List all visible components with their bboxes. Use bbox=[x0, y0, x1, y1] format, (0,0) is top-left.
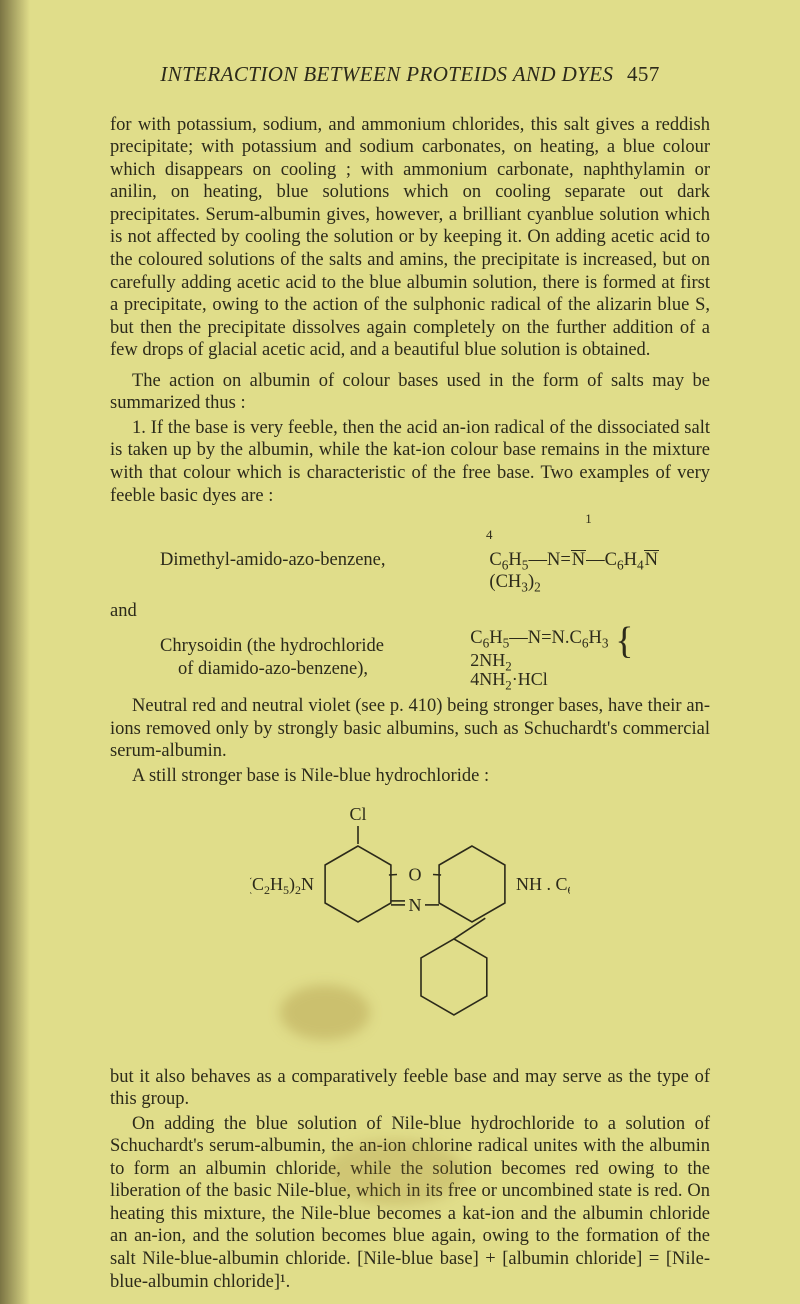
running-head-title: INTERACTION BETWEEN PROTEIDS AND DYES bbox=[160, 62, 613, 86]
page-number: 457 bbox=[627, 62, 660, 86]
svg-text:N: N bbox=[409, 894, 422, 914]
dimethyl-equation: Dimethyl-amido-azo-benzene, C6H5—N=N—C6H… bbox=[110, 549, 710, 594]
paragraph: On adding the blue solution of Nile-blue… bbox=[110, 1113, 710, 1294]
running-head: INTERACTION BETWEEN PROTEIDS AND DYES 45… bbox=[110, 62, 710, 88]
svg-text:(C2H5)2N: (C2H5)2N bbox=[250, 874, 314, 897]
nile-blue-structure: Cl (C2H5)2N ON NH . C6H6 bbox=[250, 796, 570, 1056]
chrysoidin-equation: Chrysoidin (the hydrochloride of diamido… bbox=[110, 627, 710, 690]
chrysoidin-label-1: Chrysoidin (the hydrochloride bbox=[160, 635, 470, 658]
paragraph: 1. If the base is very feeble, then the … bbox=[110, 417, 710, 507]
paragraph: Neutral red and neutral violet (see p. 4… bbox=[110, 695, 710, 763]
equation-superscripts: 1 4 bbox=[110, 511, 710, 543]
svg-text:O: O bbox=[409, 864, 422, 884]
paragraph: but it also behaves as a comparatively f… bbox=[110, 1066, 710, 1111]
dimethyl-formula: C6H5—N=N—C6H4N(CH3)2 bbox=[489, 549, 710, 594]
svg-text:NH . C6H6: NH . C6H6 bbox=[516, 874, 570, 897]
dimethyl-label: Dimethyl-amido-azo-benzene, bbox=[110, 549, 489, 594]
chrysoidin-formula: C6H5—N=N.C6H3 { 2NH2 4NH2·HCl bbox=[470, 627, 710, 690]
paragraph: The action on albumin of colour bases us… bbox=[110, 370, 710, 415]
svg-text:Cl: Cl bbox=[349, 804, 366, 824]
paragraph: A still stronger base is Nile-blue hydro… bbox=[110, 765, 710, 788]
eq-four: 4 bbox=[486, 527, 493, 542]
chrysoidin-label-2: of diamido-azo-benzene), bbox=[160, 658, 470, 681]
eq-one: 1 bbox=[585, 511, 592, 526]
paragraph: for with potassium, sodium, and ammonium… bbox=[110, 114, 710, 362]
page-body: INTERACTION BETWEEN PROTEIDS AND DYES 45… bbox=[0, 0, 800, 1304]
